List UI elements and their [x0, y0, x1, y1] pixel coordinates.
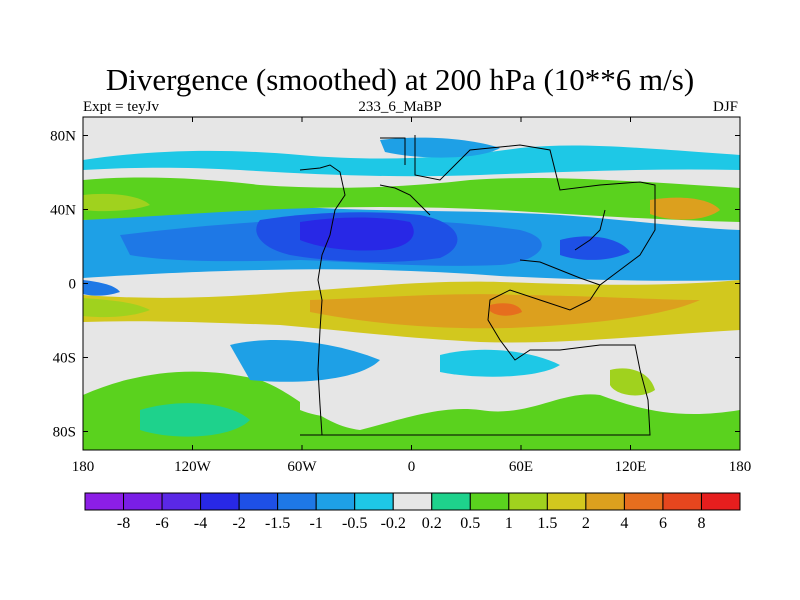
colorbar-level-label: 1.5	[537, 515, 557, 532]
colorbar-level-label: 0.2	[422, 515, 442, 532]
contour-region	[440, 349, 560, 377]
contour-region	[140, 403, 250, 437]
colorbar-level-label: -1.5	[265, 515, 290, 532]
contour-region	[300, 390, 360, 417]
colorbar-swatch	[585, 492, 625, 511]
colorbar-level-label: 0.5	[460, 515, 480, 532]
contour-region	[650, 197, 720, 220]
chart-title: Divergence (smoothed) at 200 hPa (10**6 …	[105, 62, 695, 97]
colorbar-swatch	[238, 492, 279, 511]
colorbar-level-label: 4	[620, 515, 628, 532]
colorbar-level-label: 8	[697, 515, 705, 532]
colorbar-swatch	[200, 492, 240, 511]
contour-region	[83, 298, 150, 318]
contour-region	[230, 340, 380, 382]
colorbar-swatch	[469, 492, 510, 511]
contour-region	[300, 217, 414, 251]
colorbar-swatch	[700, 492, 741, 511]
y-tick-label: 80S	[53, 425, 76, 441]
colorbar-swatch	[277, 492, 317, 511]
map-plot-area: 180 120W 60W 0 60E 120E 180 80N 40N 0 40S 80S	[50, 116, 751, 476]
colorbar-swatch	[84, 492, 125, 511]
colorbar-level-label: -2	[232, 515, 245, 532]
colorbar-swatch	[315, 492, 356, 511]
colorbar-swatch	[508, 492, 548, 511]
colorbar-swatch	[431, 492, 471, 511]
colorbar-swatch	[623, 492, 664, 511]
colorbar-level-label: -6	[155, 515, 168, 532]
colorbar-swatch	[392, 492, 433, 511]
colorbar-swatch	[662, 492, 702, 511]
contour-region	[83, 193, 150, 212]
colorbar-level-label: -8	[117, 515, 130, 532]
continent-outline-north	[379, 137, 431, 216]
colorbar	[84, 492, 741, 511]
contour-region	[380, 137, 500, 158]
colorbar-level-label: -4	[194, 515, 207, 532]
experiment-label: Expt = teyJv	[83, 99, 159, 115]
x-tick-label: 60W	[287, 459, 317, 475]
colorbar-level-label: 2	[582, 515, 590, 532]
season-label: DJF	[712, 99, 738, 115]
colorbar-swatch	[161, 492, 202, 511]
colorbar-level-label: -0.5	[342, 515, 367, 532]
colorbar-labels: -8 -6 -4 -2 -1.5 -1 -0.5 -0.2 0.2 0.5 1 1.5 2 4 6 8	[117, 515, 706, 532]
continent-outline-main	[322, 135, 656, 436]
y-tick-label: 0	[69, 277, 77, 293]
colorbar-swatch	[354, 492, 394, 511]
colorbar-level-label: -0.2	[381, 515, 406, 532]
colorbar-swatch	[546, 492, 587, 511]
contour-region	[83, 371, 740, 450]
contour-region	[83, 177, 740, 222]
contour-region	[83, 145, 740, 177]
continent-outline-islands	[519, 209, 606, 286]
x-tick-label: 0	[408, 459, 416, 475]
axis-tick-labels: 180 120W 60W 0 60E 120E 180 80N 40N 0 40S 80S	[50, 129, 751, 476]
axis-ticks	[82, 117, 741, 450]
contour-region	[610, 368, 655, 396]
x-tick-label: 60E	[509, 459, 533, 475]
y-tick-label: 40S	[53, 351, 76, 367]
x-tick-label: 120E	[615, 459, 647, 475]
x-tick-label: 180	[72, 459, 95, 475]
contour-region	[83, 280, 120, 296]
colorbar-level-label: -1	[310, 515, 323, 532]
contour-region	[560, 236, 630, 260]
colorbar-level-label: 6	[659, 515, 667, 532]
contour-region	[490, 303, 522, 316]
continent-outline-west	[299, 164, 346, 436]
x-tick-label: 180	[729, 459, 752, 475]
coastline-outlines	[299, 135, 656, 436]
colorbar-level-label: 1	[505, 515, 513, 532]
y-tick-label: 80N	[50, 129, 76, 145]
x-tick-label: 120W	[174, 459, 212, 475]
colorbar-swatch	[123, 492, 163, 511]
y-tick-label: 40N	[50, 203, 76, 219]
period-label: 233_6_MaBP	[358, 99, 442, 115]
